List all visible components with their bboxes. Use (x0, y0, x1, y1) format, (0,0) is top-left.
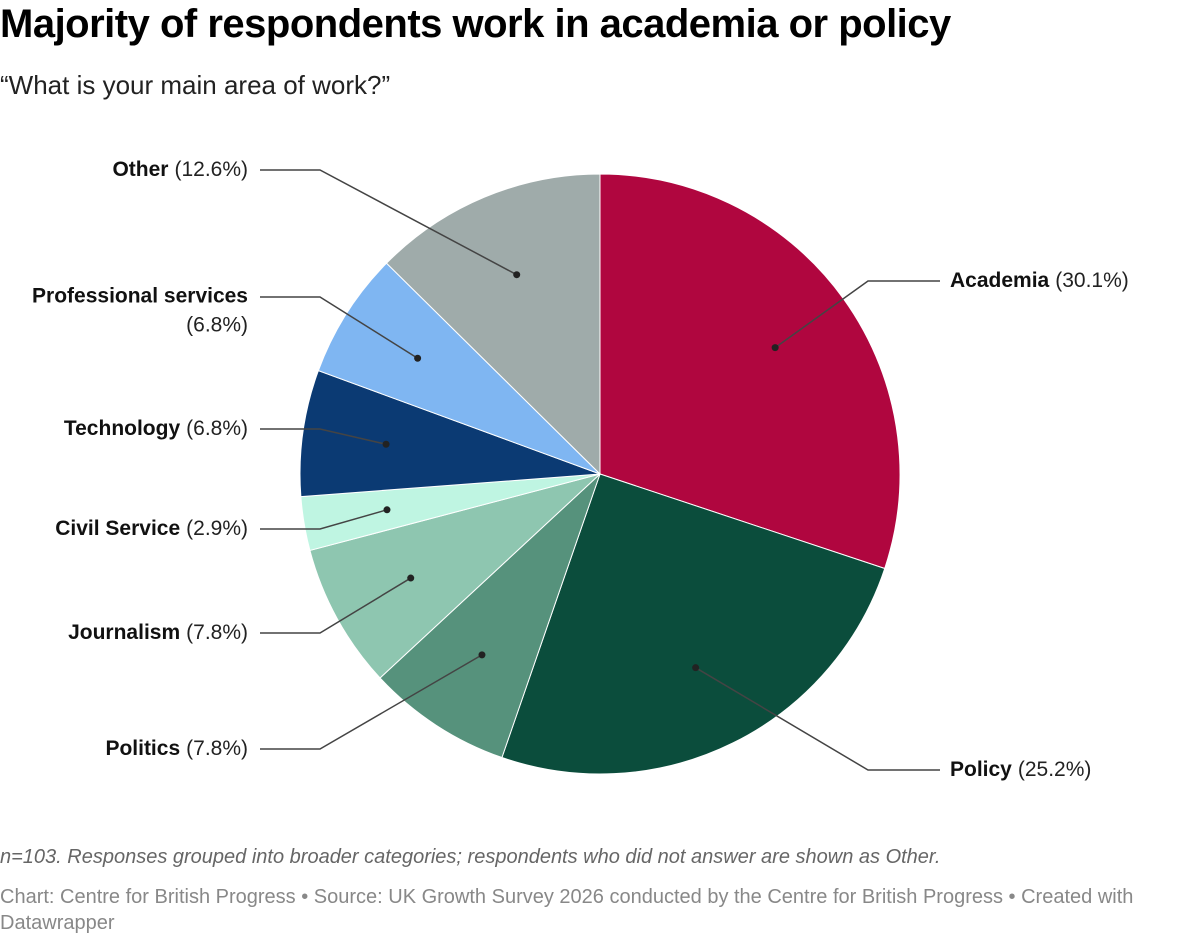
slice-label: Journalism (68, 621, 180, 644)
pie-slice (501, 473, 886, 775)
leader-line (695, 667, 940, 771)
chart-source: Chart: Centre for British Progress • Sou… (0, 886, 1134, 934)
slice-label-group: Journalism (7.8%) (68, 621, 248, 644)
slice-value-label: (2.9%) (186, 517, 248, 540)
slice-label: Other (112, 158, 168, 181)
pie-slice (379, 473, 601, 759)
leader-line (260, 654, 483, 750)
leader-line (260, 428, 387, 445)
leader-line (260, 169, 518, 276)
leader-dot (383, 506, 391, 514)
slice-value-label: (7.8%) (186, 621, 248, 644)
leader-line (774, 280, 940, 349)
leader-line (260, 577, 412, 634)
slice-label: Policy (950, 758, 1012, 781)
slice-label-group: Technology (6.8%) (64, 417, 248, 440)
slice-value-label: (25.2%) (1018, 758, 1092, 781)
slice-label-group: Civil Service (2.9%) (55, 517, 248, 540)
slice-value-label: (30.1%) (1055, 269, 1129, 292)
slice-label-group: Academia (30.1%) (950, 269, 1129, 292)
leader-dot (513, 271, 521, 279)
slice-label-group: Other (12.6%) (112, 158, 248, 181)
slice-value-label: (12.6%) (174, 158, 248, 181)
chart-subtitle: “What is your main area of work?” (0, 70, 391, 100)
pie-slice (299, 369, 601, 498)
leader-dot (478, 651, 486, 659)
leader-line (260, 509, 388, 530)
leader-dot (382, 440, 390, 448)
leader-dot (692, 664, 700, 672)
slice-value-label: (7.8%) (186, 737, 248, 760)
leader-dot (771, 344, 779, 352)
slice-label: Technology (64, 417, 181, 440)
pie-slice (385, 173, 601, 476)
slice-label: Academia (950, 269, 1050, 292)
chart-note: n=103. Responses grouped into broader ca… (0, 846, 941, 868)
pie-slice (309, 473, 601, 679)
slice-label-group: Policy (25.2%) (950, 758, 1091, 781)
slice-label: Professional services (32, 285, 248, 308)
leader-dot (407, 574, 415, 582)
slice-value-label: (6.8%) (186, 314, 248, 337)
leader-line (260, 296, 419, 359)
leader-dot (414, 354, 422, 362)
slice-label: Politics (105, 737, 180, 760)
slice-label-group: Politics (7.8%) (105, 737, 248, 760)
slice-label: Civil Service (55, 517, 180, 540)
slice-value-label: (6.8%) (186, 417, 248, 440)
chart-title: Majority of respondents work in academia… (0, 2, 951, 46)
